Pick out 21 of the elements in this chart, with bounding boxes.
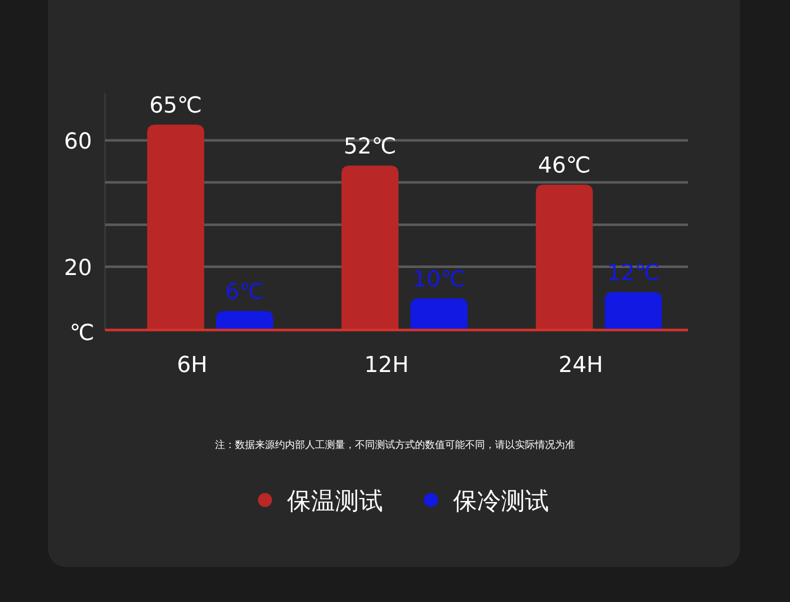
legend-label: 保冷测试 — [453, 487, 549, 515]
bar — [147, 124, 204, 330]
x-tick-label: 24H — [558, 353, 604, 378]
data-label: 6℃ — [225, 280, 264, 306]
x-tick-label: 12H — [364, 353, 409, 378]
data-label: 46℃ — [538, 154, 591, 179]
legend-label: 保温测试 — [287, 487, 383, 515]
data-label: 10℃ — [412, 267, 466, 292]
bar — [410, 298, 468, 330]
x-tick-label: 6H — [176, 353, 208, 378]
data-label: 12℃ — [606, 261, 660, 286]
bar — [216, 311, 274, 330]
y-axis-title: ℃ — [70, 321, 94, 346]
text: 注：数据来源约内部人工测量，不同测试方式的数值可能不同，请以实际情况为准 — [215, 439, 575, 451]
y-tick-label: 20 — [64, 256, 92, 281]
bar — [342, 166, 398, 330]
bar — [536, 184, 593, 330]
data-label: 65℃ — [149, 94, 202, 119]
bar — [604, 292, 662, 330]
data-label: 52℃ — [344, 134, 396, 160]
y-tick-label: 60 — [64, 129, 92, 154]
